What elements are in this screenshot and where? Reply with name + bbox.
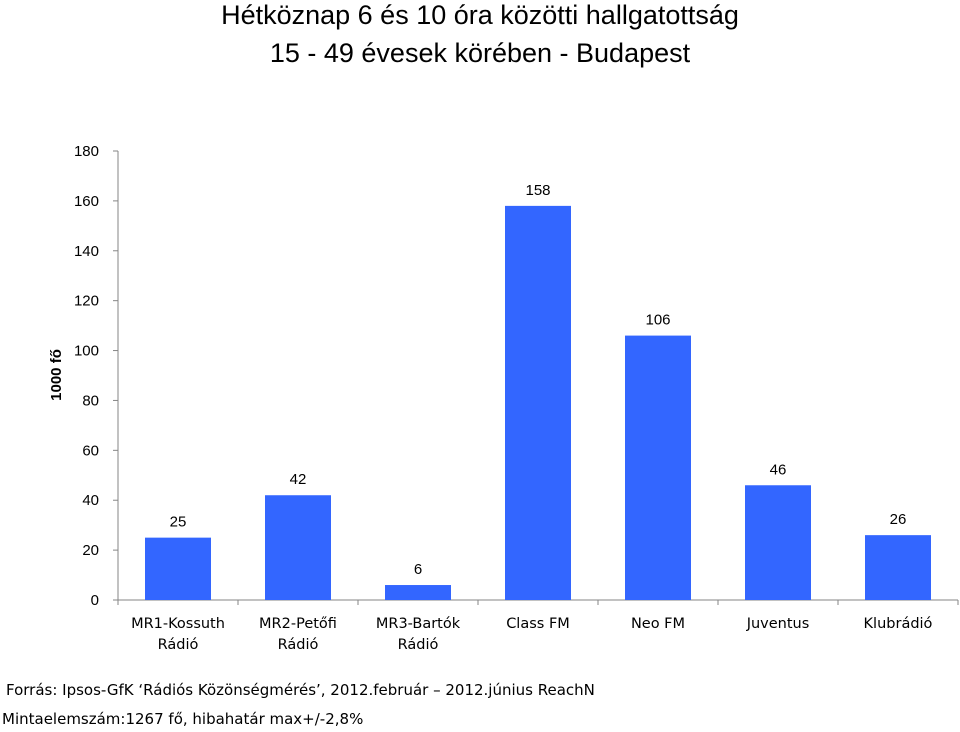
- y-tick-label: 80: [82, 392, 99, 409]
- chart-title: Hétköznap 6 és 10 óra közötti hallgatott…: [221, 0, 739, 30]
- data-label: 46: [770, 461, 787, 478]
- x-tick-label: Neo FM: [631, 616, 685, 632]
- y-axis-label: 1000 fő: [48, 349, 65, 401]
- x-tick-label: Class FM: [506, 616, 570, 632]
- x-tick-label: MR1-Kossuth: [131, 616, 225, 632]
- bar: [625, 335, 691, 600]
- bar: [145, 537, 211, 600]
- x-tick-label: Rádió: [278, 637, 319, 653]
- y-tick-label: 180: [74, 143, 99, 160]
- bar: [745, 485, 811, 600]
- bar: [505, 205, 571, 600]
- y-tick-label: 40: [82, 492, 99, 509]
- y-tick-label: 20: [82, 542, 99, 559]
- data-label: 25: [170, 514, 187, 531]
- y-tick-label: 120: [74, 293, 99, 310]
- data-label: 26: [890, 511, 907, 528]
- y-tick-label: 160: [74, 193, 99, 210]
- x-tick-label: Juventus: [746, 616, 810, 632]
- data-label: 158: [525, 182, 550, 199]
- x-tick-label: Rádió: [398, 637, 439, 653]
- data-label: 42: [290, 471, 307, 488]
- source-note: Forrás: Ipsos-GfK ‘Rádiós Közönségmérés’…: [6, 681, 595, 699]
- data-label: 6: [414, 561, 422, 578]
- chart-subtitle: 15 - 49 évesek körében - Budapest: [269, 38, 691, 68]
- bars: [145, 205, 931, 600]
- data-label: 106: [645, 312, 670, 329]
- y-tick-label: 0: [91, 592, 99, 609]
- x-tick-label: Klubrádió: [864, 616, 933, 632]
- x-tick-label: MR3-Bartók: [376, 616, 461, 632]
- x-tick-label: Rádió: [158, 637, 199, 653]
- x-tick-label: MR2-Petőfi: [259, 616, 337, 632]
- bar: [265, 495, 331, 600]
- y-tick-label: 140: [74, 243, 99, 260]
- sample-note: Mintaelemszám:1267 fő, hibahatár max+/-2…: [2, 710, 364, 728]
- y-tick-label: 100: [74, 343, 99, 360]
- bar: [385, 585, 451, 600]
- y-tick-label: 60: [82, 442, 99, 459]
- labels: 0 20 40 60 80 100 120 140 160 180 25 MR1-Kossuth Rád…: [74, 143, 933, 653]
- bar: [865, 535, 931, 600]
